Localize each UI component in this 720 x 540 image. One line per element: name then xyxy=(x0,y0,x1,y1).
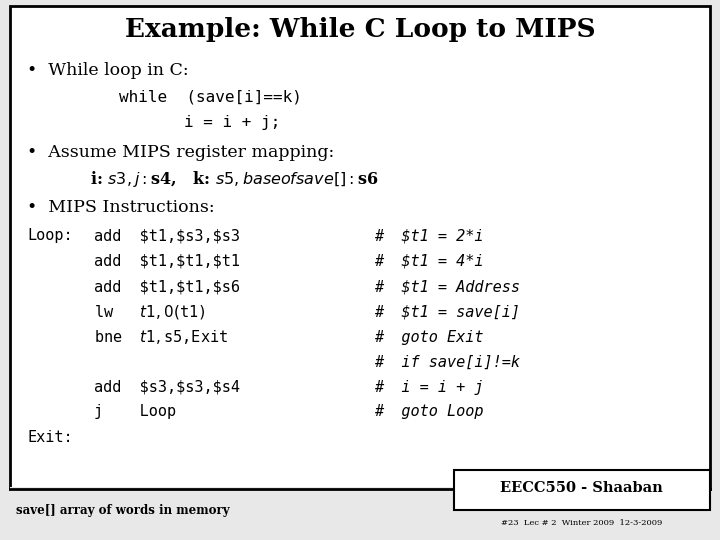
Text: save[] array of words in memory: save[] array of words in memory xyxy=(16,504,230,517)
Text: Exit:: Exit: xyxy=(27,430,73,445)
Text: •  MIPS Instructions:: • MIPS Instructions: xyxy=(27,199,215,217)
Text: Example: While C Loop to MIPS: Example: While C Loop to MIPS xyxy=(125,17,595,42)
Text: add  $t1,$t1,$t1: add $t1,$t1,$t1 xyxy=(94,254,240,269)
Text: #  goto Loop: # goto Loop xyxy=(374,404,484,419)
Text: #  $t1 = save[i]: # $t1 = save[i] xyxy=(374,305,521,320)
Text: #  i = i + j: # i = i + j xyxy=(374,380,484,395)
Text: #  $t1 = 4*i: # $t1 = 4*i xyxy=(374,254,484,269)
Bar xyxy=(454,470,710,510)
Text: j    Loop: j Loop xyxy=(94,404,176,419)
Text: #  $t1 = Address: # $t1 = Address xyxy=(374,279,521,294)
Text: •  Assume MIPS register mapping:: • Assume MIPS register mapping: xyxy=(27,144,335,161)
Text: #  if save[i]!=k: # if save[i]!=k xyxy=(374,354,521,369)
Text: while  (save[i]==k): while (save[i]==k) xyxy=(119,90,302,105)
Text: Loop:: Loop: xyxy=(27,228,73,244)
Text: i: $s3,   j: $s4,   k: $s5,   base of save[ ]: $s6: i: $s3, j: $s4, k: $s5, base of save[ ]:… xyxy=(90,169,379,190)
Text: EECC550 - Shaaban: EECC550 - Shaaban xyxy=(500,481,663,495)
Text: lw   $t1,0($t1): lw $t1,0($t1) xyxy=(94,303,205,321)
Text: add  $t1,$t1,$s6: add $t1,$t1,$s6 xyxy=(94,279,240,294)
Text: add  $t1,$s3,$s3: add $t1,$s3,$s3 xyxy=(94,228,240,244)
Text: #  goto Exit: # goto Exit xyxy=(374,330,484,345)
Text: #23  Lec # 2  Winter 2009  12-3-2009: #23 Lec # 2 Winter 2009 12-3-2009 xyxy=(501,519,662,526)
Bar xyxy=(10,487,710,540)
Text: bne  $t1,$s5,Exit: bne $t1,$s5,Exit xyxy=(94,328,228,347)
Text: i = i + j;: i = i + j; xyxy=(184,115,280,130)
Text: •  While loop in C:: • While loop in C: xyxy=(27,62,189,79)
Bar xyxy=(10,6,710,489)
Text: #  $t1 = 2*i: # $t1 = 2*i xyxy=(374,228,484,244)
Text: add  $s3,$s3,$s4: add $s3,$s3,$s4 xyxy=(94,380,240,395)
